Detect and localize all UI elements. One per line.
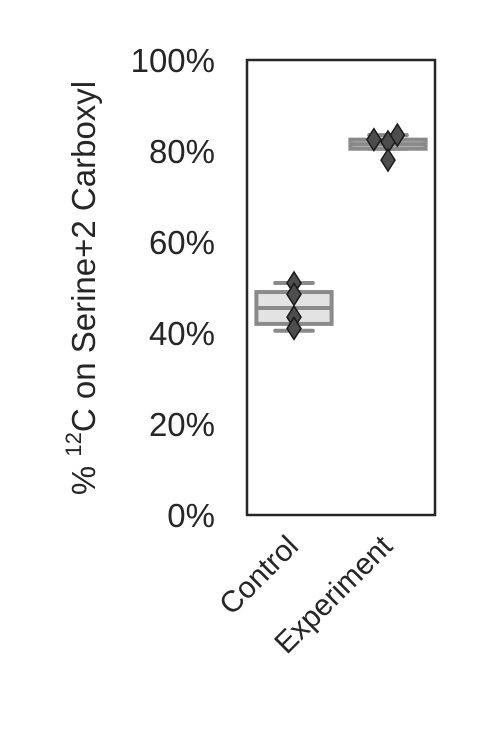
y-tick-label: 100% [131, 42, 215, 79]
plot-frame [245, 58, 437, 517]
y-axis-label-suffix: C on Serine+2 Carboxyl [65, 81, 102, 432]
y-tick-label: 60% [149, 224, 215, 261]
data-point [389, 122, 406, 148]
y-axis-label: % 12C on Serine+2 Carboxyl [61, 81, 102, 495]
svg-text:% 12C on Serine+2 Carboxyl: % 12C on Serine+2 Carboxyl [61, 81, 102, 495]
y-tick-label: 80% [149, 133, 215, 170]
x-tick-label: Control [213, 530, 305, 622]
y-axis-label-superscript: 12 [61, 432, 86, 456]
data-point [286, 316, 302, 341]
data-point [380, 147, 396, 173]
y-tick-label: 20% [149, 406, 215, 443]
data-point [366, 127, 382, 153]
y-axis-label-prefix: % [65, 457, 102, 496]
y-tick-label: 0% [167, 497, 215, 534]
y-tick-label: 40% [149, 315, 215, 352]
